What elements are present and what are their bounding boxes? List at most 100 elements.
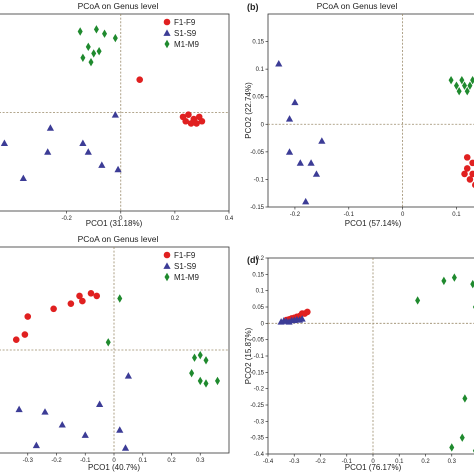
legend-marker — [163, 251, 171, 259]
point-triangle — [275, 60, 283, 67]
point-diamond — [470, 75, 474, 85]
x-tick-label: 0 — [112, 458, 116, 464]
point-diamond — [197, 350, 203, 360]
point-diamond — [96, 47, 102, 56]
y-tick-label: -0.4 — [254, 452, 265, 458]
y-tick-label: -0.15 — [250, 205, 264, 211]
panel-letter: (b) — [247, 2, 259, 12]
legend: F1-F9 S1-S9 M1-M9 — [163, 18, 199, 49]
legend-marker — [163, 262, 171, 269]
legend-label: M1-M9 — [174, 40, 199, 49]
point-circle — [187, 120, 195, 127]
point-triangle — [114, 165, 122, 173]
x-tick-label: 0.2 — [167, 458, 176, 464]
point-diamond — [117, 294, 123, 303]
x-axis-title: PCO1 (76.17%) — [345, 463, 402, 472]
point-triangle — [296, 159, 304, 166]
point-diamond — [462, 81, 468, 90]
point-triangle — [285, 115, 294, 122]
point-diamond — [91, 49, 97, 58]
x-axis-title: PCO1 (31.18%) — [86, 219, 143, 228]
point-diamond — [456, 87, 462, 96]
x-tick-label: -0.3 — [23, 458, 34, 464]
point-circle — [24, 313, 32, 320]
point-diamond — [192, 353, 197, 362]
point-circle — [93, 292, 101, 300]
x-tick-label: 0 — [371, 459, 375, 465]
panel-a: -0.2 0 0.2 0.4 PCoA on Genus level PCO1 (31.1… — [0, 1, 234, 228]
plot-frame — [267, 257, 474, 455]
point-circle — [50, 305, 57, 313]
point-diamond — [88, 57, 94, 67]
point-diamond — [102, 29, 108, 38]
legend-label: F1-F9 — [174, 18, 196, 27]
y-tick-label: 0.15 — [252, 272, 264, 278]
x-tick-label: -0.1 — [342, 459, 353, 465]
point-circle — [12, 336, 20, 344]
y-axis-title: PCO2 (22.74%) — [244, 82, 253, 139]
point-circle — [193, 120, 200, 127]
point-circle — [304, 308, 311, 316]
panel-title: PCoA on Genus level — [78, 234, 159, 244]
panel-letter: (d) — [247, 255, 259, 265]
y-tick-label: 0.05 — [252, 95, 264, 101]
panel-d: -0.4 -0.3 -0.2 -0.1 0 0.1 0.2 0.3 -0.4 -0.35 -0.3 -… — [244, 255, 474, 472]
point-diamond — [215, 376, 220, 386]
point-triangle — [285, 148, 294, 155]
point-circle — [469, 170, 474, 178]
point-circle — [185, 111, 192, 118]
y-tick-label: 0.1 — [256, 289, 265, 295]
point-circle — [136, 76, 144, 83]
legend-marker — [164, 39, 170, 49]
legend-marker — [163, 29, 171, 36]
x-tick-label: 0 — [119, 216, 123, 222]
point-diamond — [105, 338, 111, 347]
y-tick-label: 0.2 — [256, 256, 265, 262]
y-tick-label: 0.15 — [252, 40, 264, 46]
point-diamond — [203, 356, 209, 365]
point-triangle — [32, 441, 40, 449]
point-triangle — [19, 174, 27, 182]
point-triangle — [58, 421, 66, 428]
panel-title: PCoA on Genus level — [78, 1, 159, 11]
data-points — [12, 290, 220, 451]
point-diamond — [464, 87, 470, 96]
point-circle — [87, 290, 95, 297]
y-tick-label: 0 — [261, 122, 265, 128]
point-circle — [198, 117, 206, 125]
point-circle — [463, 154, 471, 161]
point-circle — [466, 176, 474, 183]
point-circle — [67, 300, 75, 307]
y-tick-label: 0 — [261, 321, 265, 327]
y-tick-label: 0.05 — [252, 305, 264, 311]
point-diamond — [462, 394, 468, 403]
x-tick-label: 0.1 — [139, 458, 148, 464]
legend-label: S1-S9 — [174, 262, 197, 271]
y-tick-label: -0.1 — [254, 177, 265, 183]
x-tick-label: 0.1 — [452, 212, 461, 218]
legend-marker — [163, 18, 171, 26]
data-points — [0, 25, 206, 182]
y-tick-label: -0.1 — [254, 354, 265, 360]
point-diamond — [80, 53, 86, 62]
x-tick-label: -0.2 — [315, 459, 326, 465]
y-tick-label: -0.3 — [254, 419, 265, 425]
point-diamond — [451, 273, 457, 282]
point-triangle — [98, 161, 106, 168]
legend: F1-F9 S1-S9 M1-M9 — [163, 251, 199, 282]
y-tick-label: -0.35 — [250, 436, 264, 442]
x-tick-label: -0.4 — [263, 459, 274, 465]
point-diamond — [459, 75, 465, 85]
point-diamond — [93, 25, 99, 34]
x-tick-label: 0.2 — [171, 216, 180, 222]
point-triangle — [124, 372, 132, 379]
point-diamond — [189, 368, 195, 378]
point-circle — [469, 159, 474, 167]
point-circle — [182, 117, 190, 125]
legend-label: F1-F9 — [174, 251, 196, 260]
point-diamond — [467, 81, 473, 90]
point-circle — [21, 331, 29, 338]
y-tick-label: -0.2 — [254, 387, 265, 393]
point-diamond — [197, 376, 203, 386]
point-circle — [76, 292, 83, 300]
